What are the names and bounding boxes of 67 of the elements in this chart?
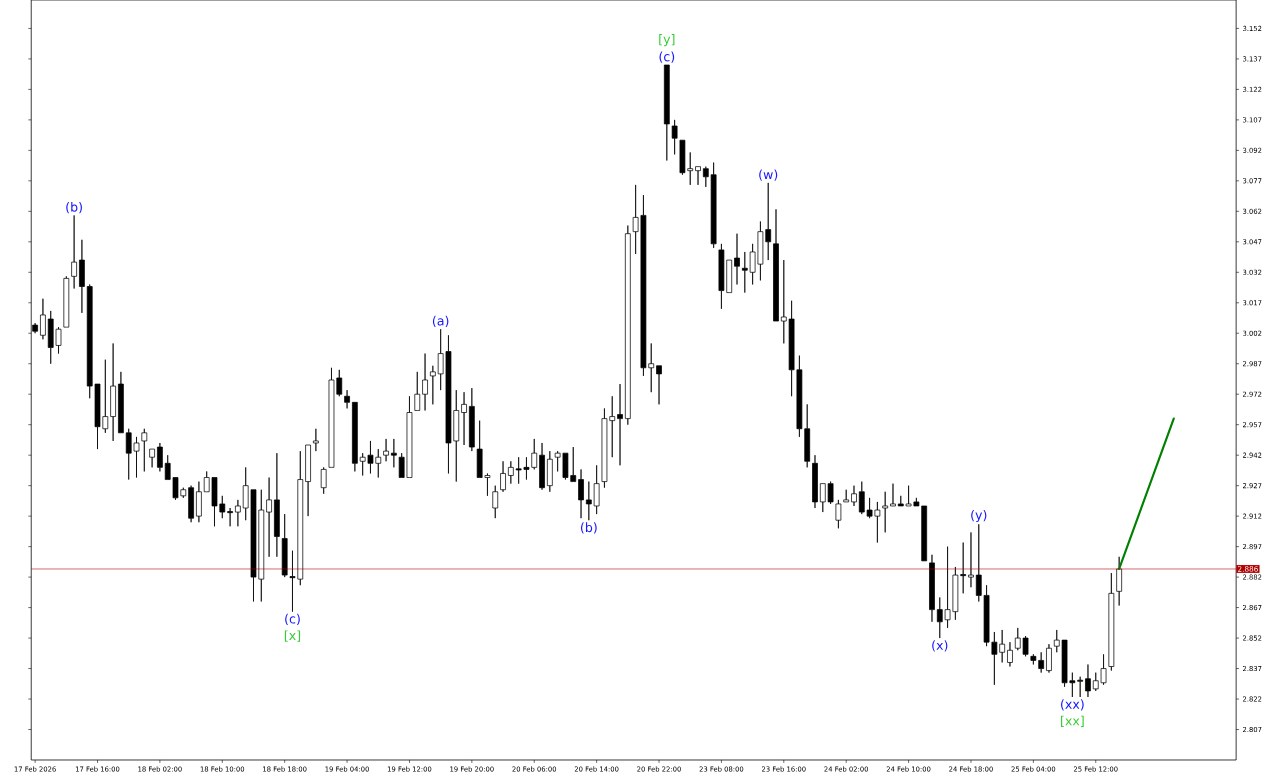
candlestick [391,438,397,468]
candlestick [890,483,896,507]
candlestick [196,480,202,523]
candlestick [773,208,779,322]
candlestick [79,239,85,314]
candlestick [851,485,857,507]
candlestick [305,444,311,517]
candlestick [492,485,499,519]
candlestick [461,391,467,446]
annotation: [x] [284,630,301,642]
candlestick [383,438,389,462]
candlestick [414,371,421,411]
candlestick [63,275,70,328]
candlestick [149,448,155,468]
candlestick [663,64,670,161]
candlestick [929,554,935,622]
candlestick [274,452,280,557]
candlestick [141,428,148,472]
annotation: (xx) [1061,698,1084,711]
candlestick [468,387,475,452]
candlestick [882,491,889,533]
annotation: [xx] [1061,715,1084,727]
annotation: (c) [285,613,300,625]
annotation: [y] [659,33,675,47]
annotation: (a) [432,315,449,327]
candlestick [812,454,818,509]
candlestick [539,442,545,490]
candlestick [266,476,272,557]
candlestick [118,371,124,433]
candlestick [157,442,163,472]
candlestick [507,460,514,484]
annotation: (b) [66,201,82,213]
annotation: (b) [580,522,597,534]
candlestick [843,489,850,503]
candlestick [71,214,77,289]
candlestick [546,450,553,492]
candlestick [344,389,350,409]
candlestick [835,499,842,529]
candlestick [430,365,436,405]
candlestick [617,383,623,466]
candlestick [1046,643,1052,673]
annotation: (x) [932,639,948,652]
candlestick [40,298,46,340]
candlestick [656,365,662,405]
candlestick [968,531,974,588]
annotation: (w) [759,169,778,181]
annotation: (y) [971,509,987,522]
candlestick [500,460,506,492]
candlestick [1108,572,1115,671]
candlestick [313,428,319,452]
candlestick [624,224,631,425]
candlestick [227,507,233,527]
candlestick [235,499,241,527]
candlestick [671,119,678,155]
candlestick [1116,556,1123,606]
candlestick [281,513,288,578]
candlestick [695,166,701,186]
candlestick [188,485,194,523]
candlestick [110,342,116,442]
candlestick [734,233,740,285]
candlestick [1085,663,1091,698]
candlestick [320,466,327,494]
candlestick [578,468,584,519]
candlestick [1007,641,1013,667]
candlestick [422,352,428,411]
candlestick [352,401,358,472]
annotation: (c) [659,51,675,63]
